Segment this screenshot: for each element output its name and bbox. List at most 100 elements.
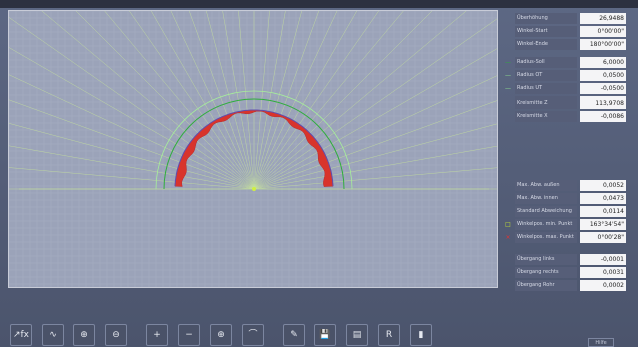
result-row: Überhöhung 26,9488 — [500, 13, 632, 25]
result-row: Winkel-Start 0°00'00" — [500, 26, 632, 38]
radial-guide-line — [9, 123, 255, 190]
curve-icon: ∿ — [49, 330, 57, 340]
result-row: — Radius OT 0,0500 — [500, 70, 632, 82]
result-label: Radius OT — [515, 70, 577, 81]
result-label: Kreismitte X — [515, 111, 577, 122]
legend-marker-icon: □ — [505, 221, 511, 228]
radial-guide-line — [253, 11, 358, 190]
radial-guide-line — [238, 11, 255, 190]
result-value: 180°00'00" — [580, 39, 626, 50]
report-button[interactable]: ▤ — [346, 324, 368, 346]
result-value: 0,0114 — [580, 206, 626, 217]
result-label: Übergang rechts — [515, 267, 577, 278]
bottom-toolbar: ↗fx ∿ ⊕ ⊖ + − ⊕ ⌒ ✎ 💾 ▤ R ▮ — [0, 318, 638, 347]
legend-marker-icon: — — [505, 72, 511, 79]
arc-icon: ⌒ — [248, 330, 258, 340]
radial-guide-line — [9, 74, 255, 190]
result-row: — Radius-Soll 6,0000 — [500, 57, 632, 69]
fx-button[interactable]: ↗fx — [10, 324, 32, 346]
zoom-out-icon: ⊖ — [112, 330, 120, 340]
radial-guide-line — [253, 11, 302, 190]
radial-guide-line — [9, 17, 255, 190]
result-row: Übergang Rohr 0,0002 — [500, 280, 632, 292]
radial-guide-line — [253, 11, 433, 190]
radial-guide-line — [253, 11, 286, 190]
rotate-in-icon: ⊕ — [217, 330, 225, 340]
result-row: □ Winkelpos. min. Punkt 163°34'54" — [500, 219, 632, 231]
result-value: 0,0052 — [580, 180, 626, 191]
radial-guide-line — [222, 11, 255, 190]
result-value: 0°00'00" — [580, 26, 626, 37]
zoom-in-button[interactable]: ⊕ — [73, 324, 95, 346]
radial-guide-line — [9, 47, 255, 190]
result-row: Kreismitte X -0,0086 — [500, 111, 632, 123]
legend-marker-icon: × — [505, 234, 511, 241]
radial-guide-line — [104, 11, 255, 190]
profile-plot[interactable] — [8, 10, 498, 288]
result-label: Kreismitte Z — [515, 98, 577, 109]
tolerance-circle — [155, 90, 353, 190]
legend-marker-icon: — — [505, 59, 511, 66]
arc-button[interactable]: ⌒ — [242, 324, 264, 346]
profile-plot-canvas — [9, 11, 497, 287]
zoom-out-button[interactable]: ⊖ — [105, 324, 127, 346]
eraser-icon: ✎ — [290, 330, 298, 340]
fx-icon: ↗fx — [12, 330, 30, 340]
result-value: -0,0001 — [580, 254, 626, 265]
result-label: Radius UT — [515, 83, 577, 94]
r-button[interactable]: R — [378, 324, 400, 346]
radial-guide-line — [150, 11, 255, 190]
result-row: Max. Abw. außen 0,0052 — [500, 180, 632, 192]
scale-down-button[interactable]: − — [178, 324, 200, 346]
radial-guide-line — [9, 99, 255, 190]
radial-guide-line — [206, 11, 255, 190]
center-point-icon — [252, 187, 256, 191]
save-icon: 💾 — [319, 330, 331, 340]
result-row: × Winkelpos. max. Punkt 0°00'28" — [500, 232, 632, 244]
result-value: 0,0500 — [580, 70, 626, 81]
legend-marker-icon: — — [505, 85, 511, 92]
radial-guide-line — [253, 11, 379, 190]
r-icon: R — [385, 330, 393, 340]
result-row: Übergang rechts 0,0031 — [500, 267, 632, 279]
result-row: Max. Abw. innen 0,0473 — [500, 193, 632, 205]
scale-down-icon: − — [185, 330, 193, 340]
result-label: Max. Abw. außen — [515, 180, 577, 191]
result-label: Überhöhung — [515, 13, 577, 24]
radial-guide-line — [253, 18, 497, 190]
result-value: 0,0473 — [580, 193, 626, 204]
radial-guide-line — [253, 145, 497, 190]
result-label: Übergang Rohr — [515, 280, 577, 291]
result-row: — Radius UT -0,0500 — [500, 83, 632, 95]
result-value: 0,0002 — [580, 280, 626, 291]
curve-button[interactable]: ∿ — [42, 324, 64, 346]
radial-guide-line — [253, 11, 320, 190]
result-value: 0°00'28" — [580, 232, 626, 243]
radial-guide-line — [253, 11, 467, 190]
rotate-in-button[interactable]: ⊕ — [210, 324, 232, 346]
radial-guide-line — [188, 11, 255, 190]
result-value: 113,9708 — [580, 98, 626, 109]
help-button[interactable]: Hilfe — [588, 338, 614, 347]
measured-profile-line — [174, 109, 334, 187]
result-label: Winkel-Ende — [515, 39, 577, 50]
radial-guide-line — [170, 11, 255, 190]
result-row: Winkel-Ende 180°00'00" — [500, 39, 632, 51]
result-row: Kreismitte Z 113,9708 — [500, 98, 632, 110]
gauge-icon: ▮ — [418, 330, 424, 340]
save-button[interactable]: 💾 — [314, 324, 336, 346]
gauge-button[interactable]: ▮ — [410, 324, 432, 346]
title-bar — [0, 0, 638, 8]
result-label: Winkelpos. min. Punkt — [515, 219, 577, 230]
radial-guide-line — [253, 100, 497, 190]
result-value: -0,0500 — [580, 83, 626, 94]
radial-guide-line — [253, 48, 497, 190]
radial-guide-line — [253, 75, 497, 190]
report-icon: ▤ — [352, 330, 362, 340]
radial-guide-line — [41, 11, 255, 190]
eraser-button[interactable]: ✎ — [283, 324, 305, 346]
radial-guide-line — [253, 11, 404, 190]
nominal-radius-circle — [163, 98, 345, 190]
scale-up-button[interactable]: + — [146, 324, 168, 346]
